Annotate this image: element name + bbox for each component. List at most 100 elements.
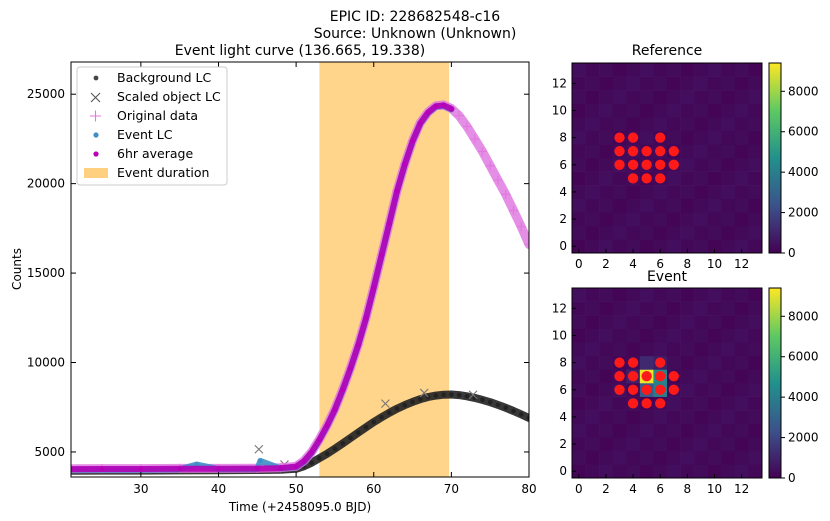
pixel-cell xyxy=(599,396,614,411)
pixel-cell xyxy=(653,76,668,91)
pixel-cell xyxy=(694,383,709,397)
aperture-pixel-marker xyxy=(627,384,639,395)
pixel-cell xyxy=(599,437,614,452)
pixel-cell xyxy=(748,464,763,479)
point-original-data xyxy=(470,134,480,144)
pixel-cell xyxy=(599,423,614,438)
pixel-cell xyxy=(694,225,709,240)
pixel-cell xyxy=(667,315,681,330)
y-tick-label: 5000 xyxy=(34,445,65,459)
pixel-cell xyxy=(680,328,695,343)
point-background-lc xyxy=(348,435,353,441)
pixel-cell xyxy=(612,342,627,357)
point-background-lc xyxy=(418,396,423,402)
aperture-pixel-marker xyxy=(614,384,625,395)
pixel-cell xyxy=(707,185,722,200)
pixel-cell xyxy=(748,315,763,330)
pixel-cell xyxy=(626,450,641,465)
point-original-data xyxy=(524,239,529,249)
pixel-cell xyxy=(694,369,709,384)
map-y-tick-label: 6 xyxy=(559,383,567,397)
pixel-cell xyxy=(599,450,614,465)
pixel-cell xyxy=(599,342,614,357)
pixel-cell xyxy=(599,76,614,91)
point-background-lc xyxy=(464,394,470,399)
aperture-pixel-marker xyxy=(614,357,625,368)
pixel-cell xyxy=(680,144,695,159)
pixel-cell xyxy=(680,288,695,302)
pixel-cell xyxy=(680,315,695,330)
aperture-pixel-marker xyxy=(668,146,679,157)
pixel-cell xyxy=(667,198,681,213)
pixel-cell xyxy=(707,301,722,316)
legend-event-lc-label: Event LC xyxy=(117,127,173,142)
pixel-cell xyxy=(585,103,600,118)
pixel-cell xyxy=(639,212,654,227)
map-y-tick-label: 6 xyxy=(559,158,567,172)
pixel-cell xyxy=(707,225,722,240)
point-6hr-average xyxy=(441,102,446,108)
pixel-cell xyxy=(748,212,763,227)
pixel-cell xyxy=(721,396,736,411)
legend-event-duration-swatch xyxy=(84,168,108,178)
pixel-cell xyxy=(721,130,736,145)
light-curve-panel: Event light curve (136.665, 19.338) 30 40… xyxy=(10,43,537,514)
legend-background-lc-marker xyxy=(93,75,99,81)
pixel-cell xyxy=(667,225,681,240)
point-scaled-object-lc xyxy=(254,444,264,454)
pixel-cell xyxy=(707,63,722,77)
x-tick-label: 40 xyxy=(211,482,226,496)
aperture-markers xyxy=(614,357,679,409)
pixel-cell xyxy=(572,63,586,77)
pixel-cell xyxy=(680,171,695,186)
light-curve-title: Event light curve (136.665, 19.338) xyxy=(175,43,425,59)
pixel-cell xyxy=(599,383,614,397)
pixel-cell xyxy=(707,130,722,145)
pixel-cell xyxy=(599,355,614,370)
pixel-cell xyxy=(599,144,614,159)
aperture-pixel-marker xyxy=(668,371,679,382)
legend-background-lc-label: Background LC xyxy=(117,70,212,85)
aperture-pixel-marker xyxy=(668,159,679,170)
pixel-cell xyxy=(748,158,763,172)
colorbar-gradient xyxy=(768,287,782,479)
pixel-cell xyxy=(680,185,695,200)
aperture-pixel-marker xyxy=(655,357,666,368)
point-background-lc xyxy=(363,424,369,430)
pixel-cell xyxy=(707,423,722,438)
colorbar-gradient xyxy=(768,62,782,254)
point-original-data xyxy=(516,222,526,232)
pixel-cell xyxy=(612,328,627,343)
map-x-tick-label: 10 xyxy=(707,257,722,271)
pixel-cell xyxy=(694,185,709,200)
pixel-cell xyxy=(572,437,586,452)
aperture-pixel-marker xyxy=(627,357,639,368)
map-y-tick-label: 2 xyxy=(559,437,567,451)
point-6hr-average xyxy=(363,315,369,321)
x-tick-label: 80 xyxy=(521,482,536,496)
map-x-tick-label: 4 xyxy=(629,257,637,271)
pixel-cell xyxy=(748,437,763,452)
pixel-cell xyxy=(680,410,695,425)
point-background-lc xyxy=(332,446,338,452)
pixel-cell xyxy=(694,144,709,159)
aperture-pixel-marker xyxy=(627,159,639,170)
light-curve-ylabel: Counts xyxy=(10,248,24,290)
pixel-cell xyxy=(707,288,722,302)
pixel-cell xyxy=(734,396,749,411)
pixel-cell xyxy=(612,396,627,411)
pixel-cell xyxy=(734,117,749,132)
map-y-tick-label: 10 xyxy=(552,329,567,343)
map-x-tick-label: 12 xyxy=(734,257,749,271)
aperture-pixel-marker xyxy=(655,159,666,170)
pixel-cell xyxy=(748,369,763,384)
pixel-cell xyxy=(667,185,681,200)
pixel-cell xyxy=(667,103,681,118)
pixel-grid xyxy=(572,63,763,254)
map-y-tick-label: 12 xyxy=(552,76,567,90)
pixel-cell xyxy=(639,342,654,357)
point-background-lc xyxy=(526,415,529,421)
pixel-cell xyxy=(707,437,722,452)
pixel-cell xyxy=(721,158,736,172)
aperture-pixel-marker xyxy=(655,384,666,395)
